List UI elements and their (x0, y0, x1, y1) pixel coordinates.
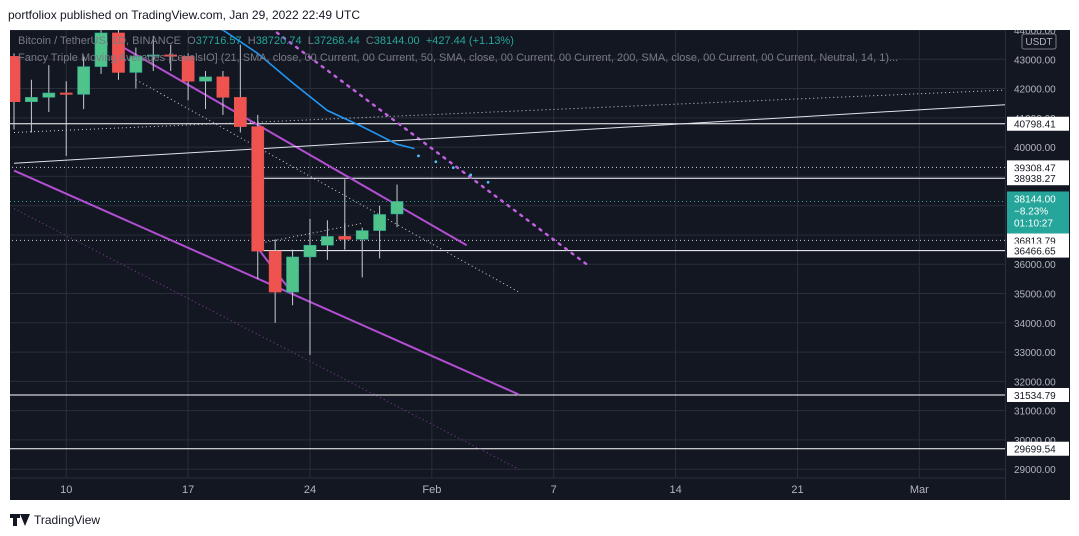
candle-body (355, 230, 369, 240)
candle-body (199, 76, 212, 82)
level-price-label: 29699.54 (1014, 445, 1056, 456)
price-tick-label: 42000.00 (1014, 85, 1056, 96)
level-price-label: 36466.65 (1014, 247, 1056, 258)
level-price-label: 40798.41 (1014, 120, 1056, 131)
candle-body (112, 32, 125, 73)
current-price-change: −8.23% (1014, 206, 1048, 217)
price-tick-label: 36000.00 (1014, 260, 1056, 271)
candle-body (59, 92, 73, 95)
candle-body (181, 56, 195, 82)
level-price-tag (1007, 171, 1069, 186)
candle-body (390, 201, 404, 215)
candle-body (10, 56, 21, 102)
candle-body (303, 244, 317, 258)
legend-open: 37716.57 (195, 35, 242, 47)
legend-indicator[interactable]: Fancy Triple Moving Averages [LevelsIO] … (18, 52, 899, 64)
level-price-label: 38938.27 (1014, 174, 1056, 185)
price-tick-label: 29000.00 (1014, 465, 1056, 476)
candle-body (25, 97, 38, 102)
publish-bar: portfoliox published on TradingView.com,… (0, 0, 1079, 30)
candle-body (129, 56, 143, 73)
time-tick-label: 7 (551, 484, 557, 496)
candle-body (146, 54, 160, 57)
ma-projection-dot (451, 166, 455, 170)
legend-high: 38720.74 (255, 35, 302, 47)
legend-change: +427.44 (+1.13%) (425, 35, 514, 47)
price-tick-label: 43000.00 (1014, 55, 1056, 66)
currency-badge: USDT (1021, 33, 1057, 50)
price-tick-label: 30000.00 (1014, 436, 1056, 447)
level-price-label: 36813.79 (1014, 236, 1056, 247)
candle-body (321, 236, 334, 246)
legend-high-label: H (247, 35, 256, 47)
candle-body (164, 54, 178, 57)
price-axis-canvas[interactable]: 29000.00 30000.00 31000.00 32000.00 33000.00… (1006, 30, 1070, 500)
candle-body (233, 97, 247, 127)
price-tick-label: 31000.00 (1014, 407, 1056, 418)
ma-projection-dot (434, 160, 438, 164)
trend-line (13, 208, 520, 470)
level-price-label: 39308.47 (1014, 163, 1056, 174)
trend-line (13, 169, 520, 396)
trend-line (135, 79, 520, 293)
time-tick-label: 24 (304, 484, 316, 496)
time-tick-label: 10 (60, 484, 72, 496)
candle-body (268, 250, 282, 293)
price-tick-label: 33000.00 (1014, 348, 1056, 359)
current-price-countdown: 01:10:27 (1014, 218, 1053, 229)
currency-badge-label: USDT (1025, 37, 1052, 48)
legend-symbol[interactable]: Bitcoin / TetherUS, 1D, BINANCE (18, 35, 182, 47)
candle-body (77, 66, 90, 95)
candle-body (251, 126, 265, 252)
current-price-tag (1007, 191, 1069, 234)
trend-line (13, 89, 1005, 133)
level-price-tag (1007, 441, 1069, 456)
chart-canvas[interactable]: 10 17 24 Feb 7 14 21 Mar (10, 30, 1005, 500)
level-price-tag (1007, 243, 1069, 258)
time-tick-label: 14 (669, 484, 681, 496)
chart-legend: Bitcoin / TetherUS, 1D, BINANCE O37716.5… (18, 35, 898, 64)
level-price-tag (1007, 160, 1069, 175)
legend-low-label: L (307, 35, 314, 47)
price-tick-label: 34000.00 (1014, 319, 1056, 330)
legend-close-label: C (365, 35, 374, 47)
candle-body (42, 92, 56, 98)
legend-close: 38144.00 (373, 35, 420, 47)
candle-body (94, 32, 108, 67)
price-tick-label: 40000.00 (1014, 143, 1056, 154)
ma-projection-dot (486, 180, 490, 184)
chart-pane[interactable]: 10 17 24 Feb 7 14 21 Mar Bitcoin / TetherUS, 1D… (10, 30, 1005, 500)
level-price-tag (1007, 116, 1069, 131)
footer: TradingView (10, 510, 100, 530)
footer-brand[interactable]: TradingView (34, 513, 101, 527)
time-tick-label: Mar (910, 484, 929, 496)
time-tick-label: 17 (182, 484, 194, 496)
tradingview-logo-icon[interactable] (10, 514, 30, 526)
trend-line (271, 30, 590, 267)
candle-body (373, 214, 386, 231)
level-price-tag (1007, 387, 1069, 402)
published-text: portfoliox published on TradingView.com,… (8, 8, 360, 22)
trend-line (117, 43, 468, 247)
price-axis[interactable]: 29000.00 30000.00 31000.00 32000.00 33000.00… (1005, 30, 1070, 500)
time-tick-label: 21 (791, 484, 803, 496)
currency-badge-box (1021, 33, 1057, 50)
candle-body (286, 256, 299, 293)
time-tick-label: Feb (422, 484, 441, 496)
ma-projection-dot (469, 173, 473, 177)
ma-projection-dot (417, 154, 420, 158)
candle-body (338, 236, 352, 240)
level-price-label: 31534.79 (1014, 391, 1056, 402)
legend-open-label: O (187, 35, 196, 47)
price-tick-label: 32000.00 (1014, 377, 1056, 388)
moving-average-line (220, 30, 415, 150)
candle-body (216, 76, 230, 98)
price-tick-label: 35000.00 (1014, 290, 1056, 301)
legend-low: 37268.44 (313, 35, 360, 47)
current-price-value: 38144.00 (1014, 194, 1056, 205)
trend-line (13, 104, 1005, 164)
